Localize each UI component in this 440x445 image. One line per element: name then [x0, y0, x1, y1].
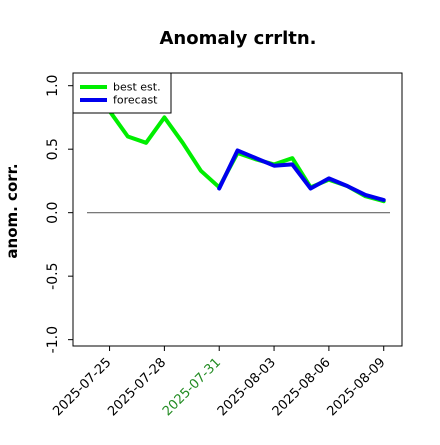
legend-box — [72, 72, 172, 114]
chart-title: Anomaly crrltn. — [159, 28, 316, 49]
x-tick-label: 2025-08-06 — [270, 355, 334, 419]
y-tick-label: -0.5 — [45, 262, 61, 289]
y-axis-label: anom. corr. — [3, 163, 21, 258]
series-group — [87, 86, 390, 214]
plot-frame — [72, 72, 403, 347]
y-tick-label: 1.0 — [45, 75, 61, 97]
y-tick-label: -1.0 — [45, 326, 61, 353]
x-tick-label: 2025-08-09 — [325, 355, 389, 419]
x-axis: 2025-07-252025-07-282025-07-312025-08-03… — [50, 346, 389, 419]
legend-label: forecast — [113, 94, 158, 107]
y-tick-label: 0.5 — [45, 138, 61, 160]
legend-label: best est. — [113, 81, 161, 94]
y-axis: -1.0 -0.5 0.0 0.5 1.0 — [45, 75, 73, 353]
y-tick-label: 0.0 — [45, 202, 61, 224]
legend: best est.forecast — [72, 72, 172, 114]
x-tick-label: 2025-07-28 — [105, 355, 169, 419]
series-line-forecast — [217, 148, 386, 202]
